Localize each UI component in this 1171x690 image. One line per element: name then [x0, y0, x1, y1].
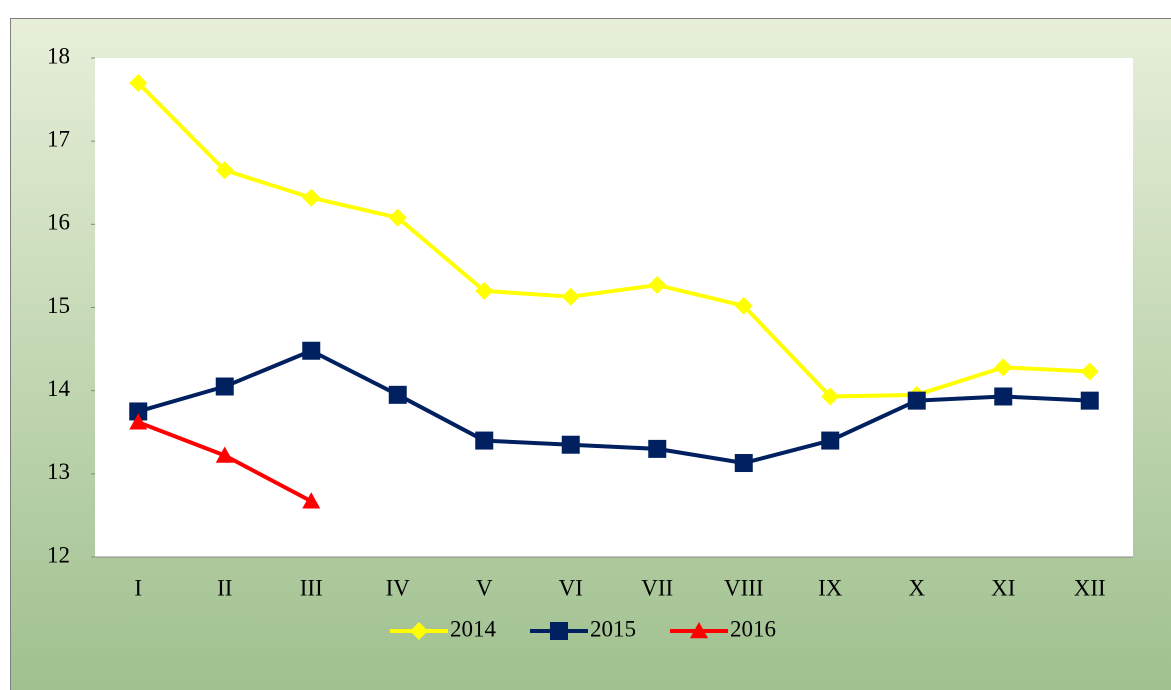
marker: [388, 208, 407, 227]
marker: [821, 431, 840, 450]
marker: [648, 276, 667, 295]
marker: [994, 358, 1013, 377]
series-line: [136, 81, 1090, 399]
marker: [1080, 391, 1099, 410]
x-tick-label: X: [908, 575, 925, 600]
marker: [302, 188, 321, 207]
marker: [561, 435, 580, 454]
y-tick-label: 13: [47, 459, 70, 484]
x-tick-label: XI: [991, 575, 1015, 600]
series-line: [137, 348, 1090, 466]
y-tick-label: 16: [47, 210, 70, 235]
marker: [215, 446, 234, 463]
marker: [475, 281, 494, 300]
y-tick-label: 15: [47, 293, 70, 318]
x-tick-label: XII: [1074, 575, 1106, 600]
marker: [388, 385, 407, 404]
marker: [475, 431, 494, 450]
marker: [302, 341, 321, 360]
marker: [302, 492, 321, 509]
marker: [550, 622, 568, 640]
marker: [994, 387, 1013, 406]
x-tick-label: I: [134, 575, 142, 600]
marker: [907, 391, 926, 410]
marker: [690, 622, 708, 639]
x-tick-label: VIII: [724, 575, 764, 600]
marker: [821, 387, 840, 406]
x-tick-label: V: [476, 575, 493, 600]
x-tick-label: IX: [818, 575, 843, 600]
y-tick-label: 17: [47, 126, 70, 151]
legend-label: 2014: [450, 616, 497, 641]
marker: [734, 296, 753, 315]
x-tick-label: VII: [641, 575, 673, 600]
x-tick-label: IV: [386, 575, 411, 600]
legend-label: 2016: [730, 616, 776, 641]
x-tick-label: II: [217, 575, 232, 600]
marker: [129, 402, 148, 421]
marker: [215, 161, 234, 180]
marker: [561, 287, 580, 306]
marker: [129, 73, 148, 92]
x-tick-label: III: [300, 575, 323, 600]
legend-label: 2015: [590, 616, 636, 641]
marker: [734, 454, 753, 473]
x-tick-label: VI: [559, 575, 583, 600]
marker: [1080, 362, 1099, 381]
marker: [129, 413, 148, 430]
marker: [215, 377, 234, 396]
y-tick-label: 14: [47, 376, 71, 401]
marker: [648, 439, 667, 458]
y-tick-label: 18: [47, 43, 70, 68]
marker: [410, 622, 428, 640]
y-tick-label: 12: [47, 542, 70, 567]
plot-area: [95, 58, 1133, 557]
